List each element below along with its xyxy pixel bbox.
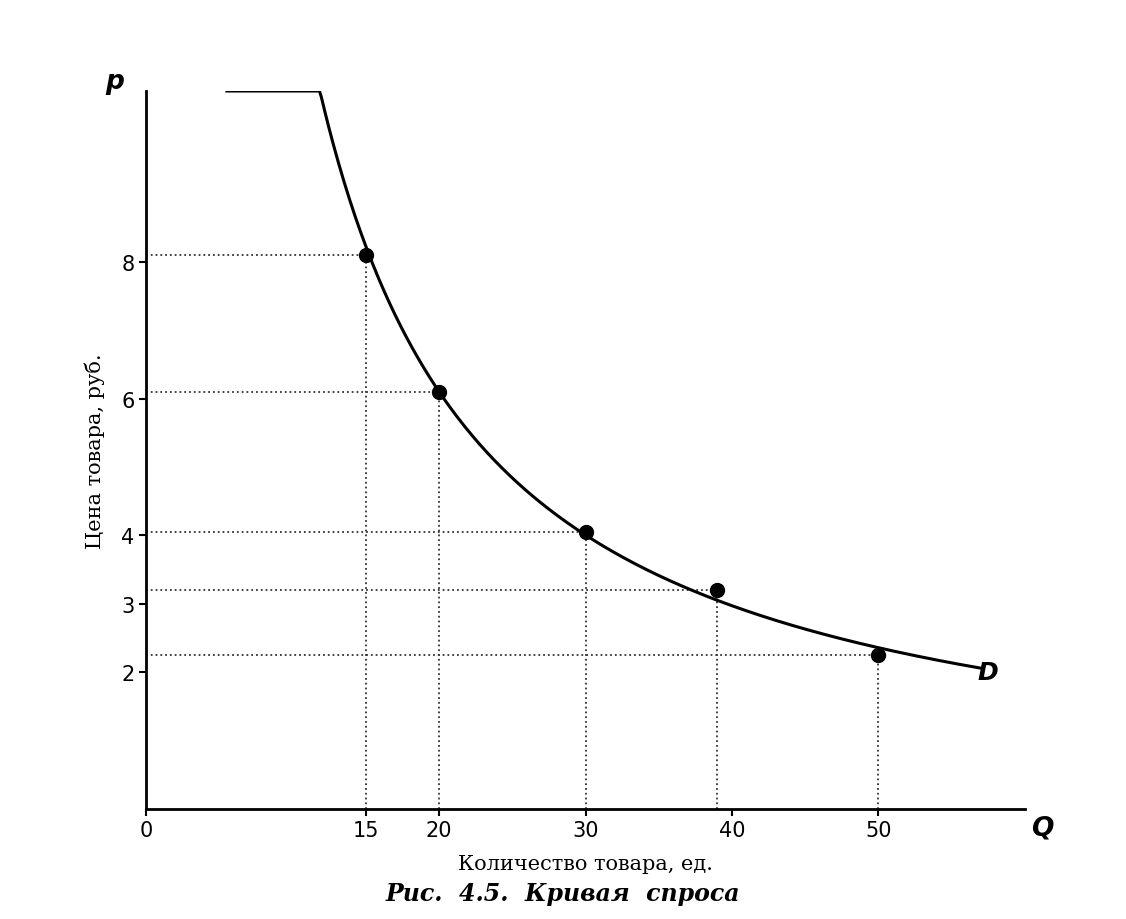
Text: Рис.  4.5.  Кривая  спроса: Рис. 4.5. Кривая спроса: [386, 881, 740, 905]
Text: Q: Q: [1031, 815, 1054, 841]
Point: [430, 385, 448, 400]
Point: [577, 525, 595, 539]
Text: p: p: [106, 69, 124, 95]
Y-axis label: Цена товара, руб.: Цена товара, руб.: [84, 353, 105, 548]
Point: [708, 583, 726, 597]
Point: [357, 248, 375, 263]
X-axis label: Количество товара, ед.: Количество товара, ед.: [458, 855, 713, 873]
Point: [869, 648, 887, 663]
Text: D: D: [977, 661, 999, 685]
